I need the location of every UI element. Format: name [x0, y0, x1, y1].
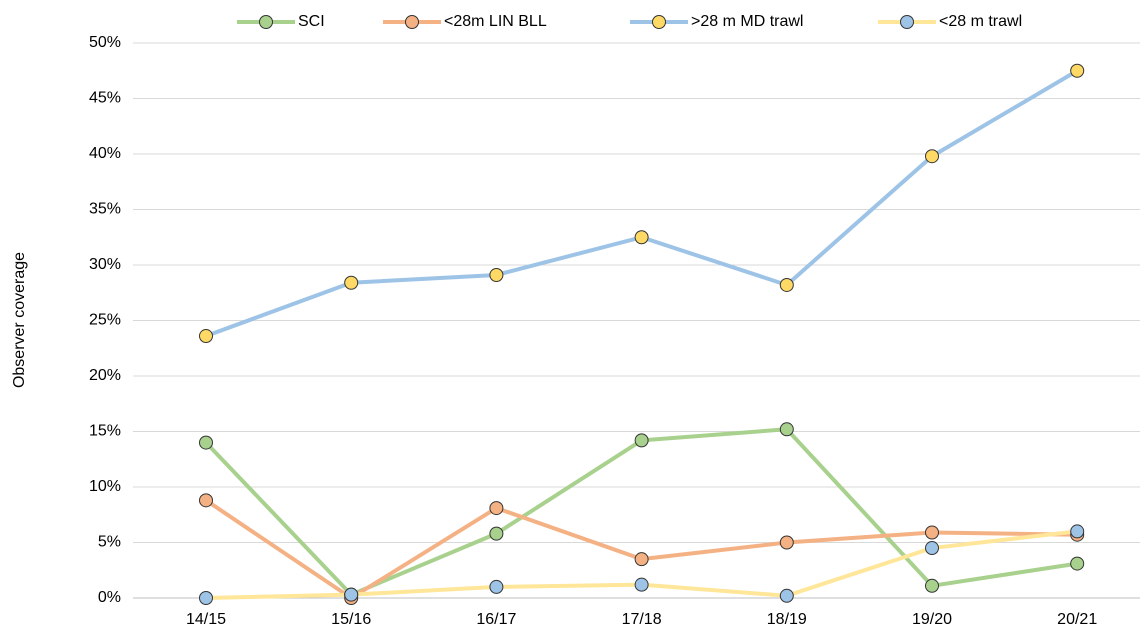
y-tick-label: 10% [89, 478, 121, 495]
data-point [634, 230, 649, 245]
data-point [634, 577, 649, 592]
y-tick-label: 5% [98, 534, 121, 551]
x-tick-label: 16/17 [476, 611, 516, 628]
y-tick-label: 45% [89, 90, 121, 107]
data-point [489, 579, 504, 594]
y-tick-label: 25% [89, 312, 121, 329]
data-point [925, 578, 939, 593]
data-point [199, 435, 213, 450]
data-point [925, 541, 939, 556]
legend-label: <28m LIN BLL [444, 13, 547, 30]
x-tick-label: 20/21 [1057, 611, 1097, 628]
data-point [489, 526, 504, 541]
y-tick-label: 35% [89, 201, 121, 218]
legend-label: >28 m MD trawl [691, 13, 803, 30]
x-tick-label: 15/16 [331, 611, 371, 628]
y-tick-label: 20% [89, 367, 121, 384]
data-point [779, 422, 794, 437]
legend-label: SCI [298, 13, 325, 30]
data-point [199, 591, 213, 605]
y-axis-title: Observer coverage [11, 252, 28, 388]
data-point [344, 275, 359, 290]
x-tick-label: 17/18 [622, 611, 662, 628]
data-point [489, 267, 504, 282]
data-point [199, 329, 213, 344]
data-point [344, 587, 359, 602]
data-point [634, 552, 649, 567]
data-point [489, 501, 504, 516]
data-point [634, 433, 649, 448]
data-point [779, 535, 794, 550]
data-point [925, 149, 939, 164]
y-tick-label: 50% [89, 34, 121, 51]
data-point [779, 588, 794, 603]
legend-marker [405, 15, 419, 29]
data-point [199, 493, 213, 508]
series-line [205, 69, 1079, 338]
data-point [1070, 63, 1085, 78]
y-tick-label: 40% [89, 145, 121, 162]
x-tick-label: 19/20 [912, 611, 952, 628]
series-line [204, 427, 1078, 597]
x-tick-label: 18/19 [767, 611, 807, 628]
data-point [1070, 524, 1085, 539]
data-point [1070, 556, 1085, 571]
y-tick-label: 30% [89, 256, 121, 273]
data-point [779, 277, 794, 292]
y-tick-label: 0% [98, 589, 121, 606]
legend-marker [900, 15, 914, 29]
legend-marker [259, 15, 273, 29]
data-point [925, 525, 939, 540]
x-tick-label: 14/15 [186, 611, 226, 628]
legend-marker [652, 15, 666, 29]
legend-label: <28 m trawl [939, 13, 1022, 30]
y-tick-label: 15% [89, 423, 121, 440]
